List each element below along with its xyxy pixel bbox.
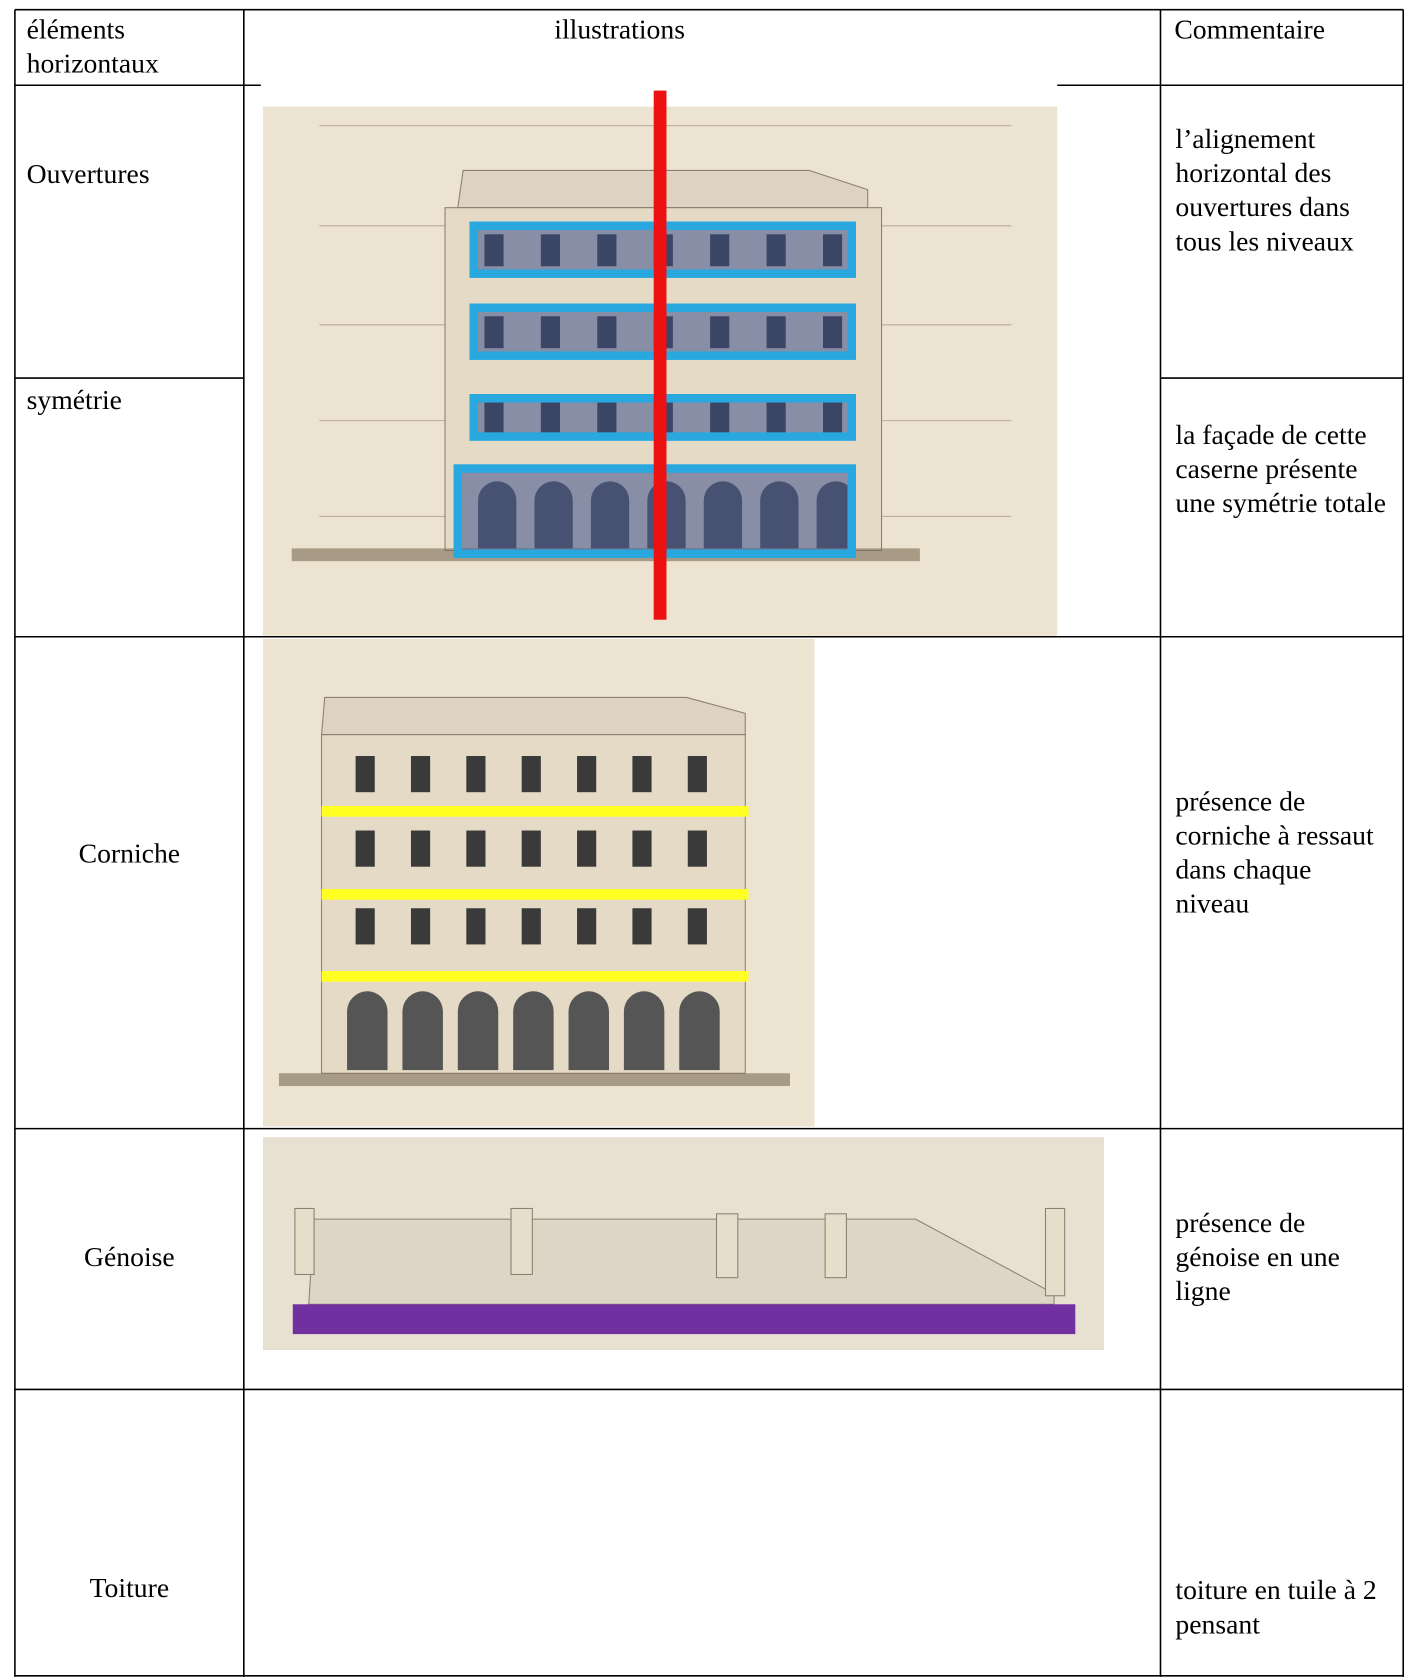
window [632, 908, 652, 945]
window [568, 991, 609, 1071]
window [457, 991, 499, 1071]
window [577, 755, 597, 793]
row-label: symétrie [26, 384, 122, 416]
window [687, 830, 707, 867]
window [355, 908, 375, 945]
window [632, 755, 652, 793]
window [687, 908, 707, 945]
window [679, 991, 720, 1071]
window [402, 991, 443, 1071]
window [513, 991, 554, 1071]
comment: présence de corniche à ressaut dans chaq… [1175, 785, 1374, 919]
comment: toiture en tuile à 2 pensant [1175, 1574, 1377, 1640]
header-cell: illustrations [554, 13, 685, 45]
window [577, 908, 597, 945]
comment: l’alignement horizontal des ouvertures d… [1175, 123, 1354, 257]
window [466, 755, 486, 793]
window [623, 991, 665, 1071]
header-cell: éléments horizontaux [26, 13, 159, 79]
window [347, 991, 388, 1071]
window [355, 830, 375, 867]
roof-illustration-genoise [262, 1137, 1105, 1351]
window [687, 755, 707, 793]
row-label: Corniche [78, 837, 181, 869]
comment: présence de génoise en une ligne [1175, 1207, 1340, 1307]
window [521, 908, 541, 945]
comment: la façade de cette caserne présente une … [1175, 419, 1387, 519]
row-label: Ouvertures [26, 158, 150, 190]
window [521, 755, 541, 793]
window [410, 830, 431, 867]
window [466, 908, 486, 945]
window [355, 755, 375, 793]
window [466, 830, 486, 867]
window [410, 755, 431, 793]
facade-illustration-cornice [262, 638, 815, 1127]
window [577, 830, 597, 867]
window [410, 908, 431, 945]
row-label: Toiture [89, 1572, 170, 1604]
table-borders [14, 8, 1405, 1677]
window [632, 830, 652, 867]
row-label: Génoise [83, 1241, 175, 1273]
window [521, 830, 541, 867]
header-cell: Commentaire [1174, 13, 1325, 45]
facade-illustration-symmetry [262, 90, 1058, 636]
